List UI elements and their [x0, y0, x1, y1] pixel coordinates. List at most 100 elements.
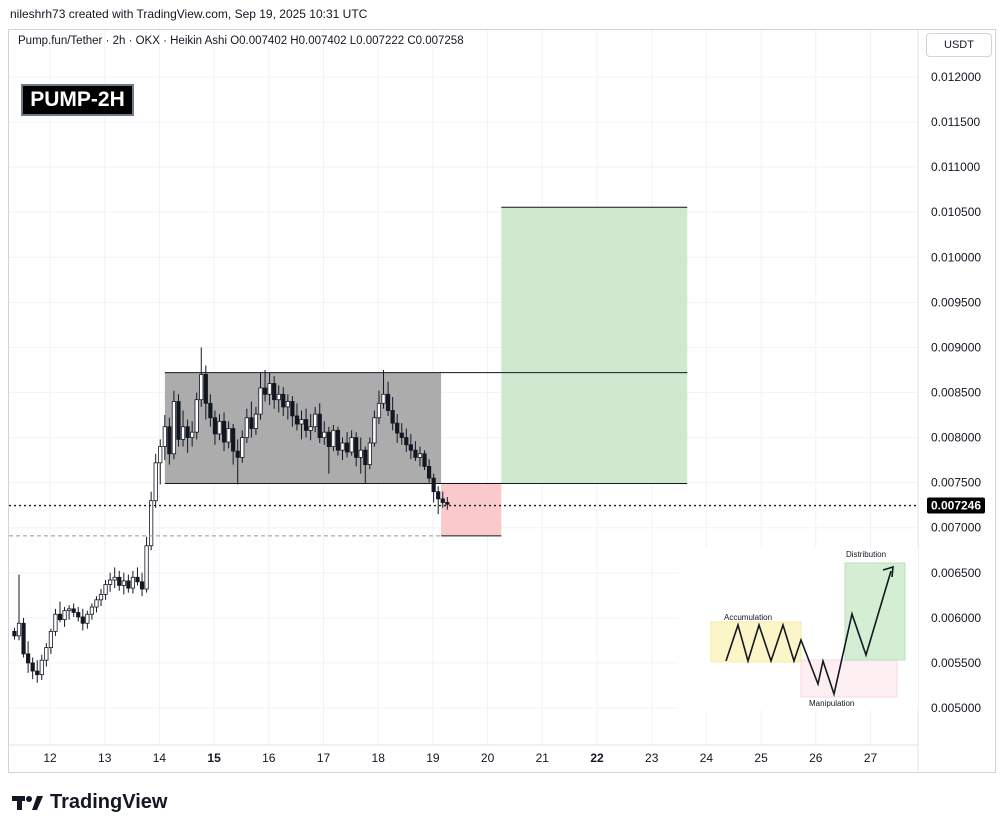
candle-body: [267, 383, 272, 395]
candle-body: [226, 428, 231, 443]
candle-body: [281, 393, 286, 408]
candle-body: [404, 437, 409, 446]
candle-body: [408, 444, 413, 451]
candle: [194, 392, 199, 440]
candle-body: [162, 426, 167, 447]
candle: [98, 589, 104, 607]
candle: [276, 385, 281, 413]
candle: [158, 439, 163, 485]
candle-body: [112, 576, 117, 581]
candle: [445, 497, 450, 510]
currency-selector[interactable]: USDT: [926, 33, 992, 57]
candle: [426, 459, 432, 483]
candle-body: [89, 606, 95, 615]
y-tick-label: 0.006500: [931, 566, 981, 580]
candle: [144, 536, 149, 593]
candle-body: [390, 410, 395, 424]
x-tick-label: 25: [754, 751, 768, 765]
x-tick-label: 20: [481, 751, 495, 765]
candle: [117, 570, 122, 591]
candle: [108, 572, 113, 592]
candle: [240, 430, 245, 463]
candle-body: [308, 426, 313, 431]
candle: [208, 394, 213, 427]
candle: [217, 414, 222, 441]
current-price-tag: [927, 497, 985, 514]
candle: [404, 428, 409, 452]
candle-body: [417, 453, 423, 458]
candle-body: [358, 449, 363, 458]
distribution-label: Distribution: [846, 550, 886, 559]
y-tick-label: 0.010000: [931, 250, 981, 264]
y-tick-label: 0.008500: [931, 386, 981, 400]
candle-body: [135, 576, 140, 583]
candle-body: [244, 417, 249, 438]
candle: [376, 390, 382, 425]
candle: [16, 574, 22, 641]
candle: [212, 410, 218, 445]
candle-body: [399, 432, 404, 438]
candle: [176, 394, 181, 447]
candle: [299, 410, 304, 440]
candle-body: [253, 413, 259, 429]
y-tick-label: 0.009500: [931, 295, 981, 309]
candle-body: [376, 402, 382, 419]
tradingview-icon: [12, 795, 43, 810]
candle: [167, 417, 172, 465]
accumulation-zone: [710, 621, 802, 663]
candle-body: [103, 584, 108, 595]
candle-body: [303, 419, 309, 431]
candle: [80, 608, 85, 631]
candle: [358, 437, 363, 474]
candle: [422, 450, 427, 471]
candle: [112, 567, 117, 589]
tradingview-logo[interactable]: TradingView: [12, 791, 167, 814]
y-tick-label: 0.011500: [931, 115, 980, 129]
x-tick-label: 26: [809, 751, 823, 765]
candle: [71, 603, 76, 617]
candle: [285, 394, 290, 420]
current-price-label: 0.007246: [931, 499, 981, 513]
x-tick-label: 19: [426, 751, 440, 765]
candle-body: [422, 453, 427, 467]
candle: [85, 610, 90, 629]
candle: [335, 426, 341, 456]
candle-body: [231, 428, 236, 452]
candle: [440, 491, 445, 508]
x-tick-label: 18: [372, 751, 386, 765]
candle-body: [53, 613, 58, 632]
candle: [199, 347, 204, 407]
candle-body: [331, 429, 336, 447]
candle-body: [57, 613, 63, 621]
distribution-zone: [844, 562, 906, 661]
candle-body: [98, 594, 104, 601]
x-tick-label: 21: [536, 751, 550, 765]
candle-body: [85, 613, 90, 624]
candle-body: [294, 415, 300, 425]
candle: [308, 414, 313, 441]
candle-body: [12, 630, 17, 637]
y-tick-label: 0.007000: [931, 521, 981, 535]
candle-body: [431, 477, 436, 493]
x-tick-label: 13: [98, 751, 112, 765]
candle-body: [344, 442, 350, 453]
candle-body: [363, 449, 368, 466]
candle: [249, 401, 254, 438]
candle: [126, 574, 131, 593]
candle: [390, 397, 395, 431]
candle-body: [445, 502, 450, 505]
candle-body: [240, 437, 245, 458]
candle-body: [413, 449, 418, 458]
candle: [135, 567, 140, 586]
candle-body: [80, 616, 85, 624]
price-path: [725, 570, 892, 697]
target-zone: [501, 207, 688, 484]
brand-name: TradingView: [50, 791, 168, 813]
x-tick-label: 23: [645, 751, 659, 765]
accumulation-label: Accumulation: [724, 613, 772, 622]
candle: [408, 433, 413, 460]
candle: [413, 441, 418, 462]
candle-body: [44, 647, 49, 661]
candle: [53, 608, 58, 636]
